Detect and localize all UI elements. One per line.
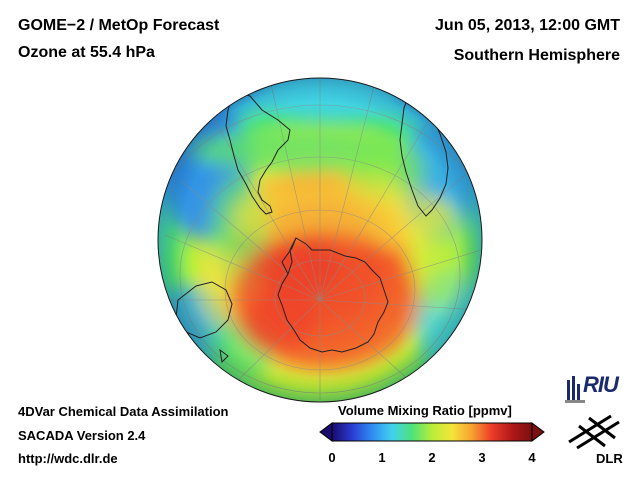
map-subtitle: Ozone at 55.4 hPa — [18, 44, 155, 61]
software-version: SACADA Version 2.4 — [18, 428, 146, 443]
colorbar — [319, 422, 545, 442]
colorbar-tick-label: 0 — [328, 450, 336, 465]
colorbar-tick-label: 1 — [378, 450, 386, 465]
colorbar-low-arrow — [319, 422, 333, 442]
colorbar-title: Volume Mixing Ratio [ppmv] — [338, 403, 512, 418]
assimilation-method: 4DVar Chemical Data Assimilation — [18, 404, 229, 419]
riu-logo-icon — [565, 376, 585, 403]
riu-logo-text: RIU — [583, 372, 619, 397]
colorbar-high-arrow — [531, 422, 545, 442]
hemisphere-label: Southern Hemisphere — [453, 47, 620, 64]
globe-disc — [158, 78, 482, 402]
data-url[interactable]: http://wdc.dlr.de — [18, 451, 118, 466]
forecast-datetime: Jun 05, 2013, 12:00 GMT — [435, 17, 620, 34]
colorbar-scale — [331, 422, 533, 442]
dlr-logo-text: DLR — [596, 451, 623, 466]
colorbar-tick-label: 2 — [428, 450, 436, 465]
colorbar-tick-label: 4 — [528, 450, 536, 465]
dlr-logo-icon — [568, 414, 620, 450]
map-title: GOME−2 / MetOp Forecast — [18, 17, 220, 34]
colorbar-tick-label: 3 — [478, 450, 486, 465]
